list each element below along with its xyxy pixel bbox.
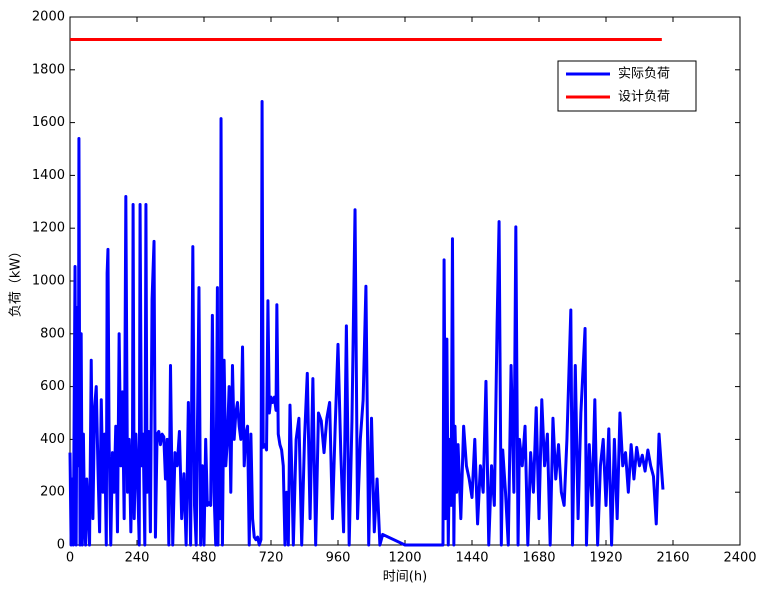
x-tick-label: 1440	[455, 551, 488, 566]
y-tick-label: 1200	[32, 221, 65, 236]
y-tick-label: 800	[40, 326, 65, 341]
y-tick-label: 600	[40, 379, 65, 394]
x-tick-label: 960	[326, 551, 351, 566]
y-tick-label: 1400	[32, 168, 65, 183]
legend-box	[557, 60, 697, 112]
y-tick-label: 1800	[32, 62, 65, 77]
series-line	[68, 99, 665, 547]
y-axis-label: 负荷（kW）	[9, 245, 24, 317]
x-tick-label: 2400	[723, 551, 756, 566]
legend-label: 实际负荷	[618, 67, 670, 82]
x-axis-label: 时间(h)	[383, 570, 427, 585]
x-tick-label: 1920	[589, 551, 622, 566]
legend-label: 设计负荷	[618, 90, 670, 105]
x-tick-label: 0	[66, 551, 74, 566]
x-tick-label: 1200	[388, 551, 421, 566]
x-tick-label: 1680	[522, 551, 555, 566]
x-tick-label: 240	[125, 551, 150, 566]
y-tick-label: 200	[40, 485, 65, 500]
x-tick-label: 2160	[656, 551, 689, 566]
y-tick-label: 2000	[32, 10, 65, 25]
y-tick-label: 1600	[32, 115, 65, 130]
y-tick-label: 0	[57, 538, 65, 553]
y-tick-label: 1000	[32, 274, 65, 289]
x-tick-label: 480	[192, 551, 217, 566]
y-tick-label: 400	[40, 432, 65, 447]
x-tick-label: 720	[259, 551, 284, 566]
